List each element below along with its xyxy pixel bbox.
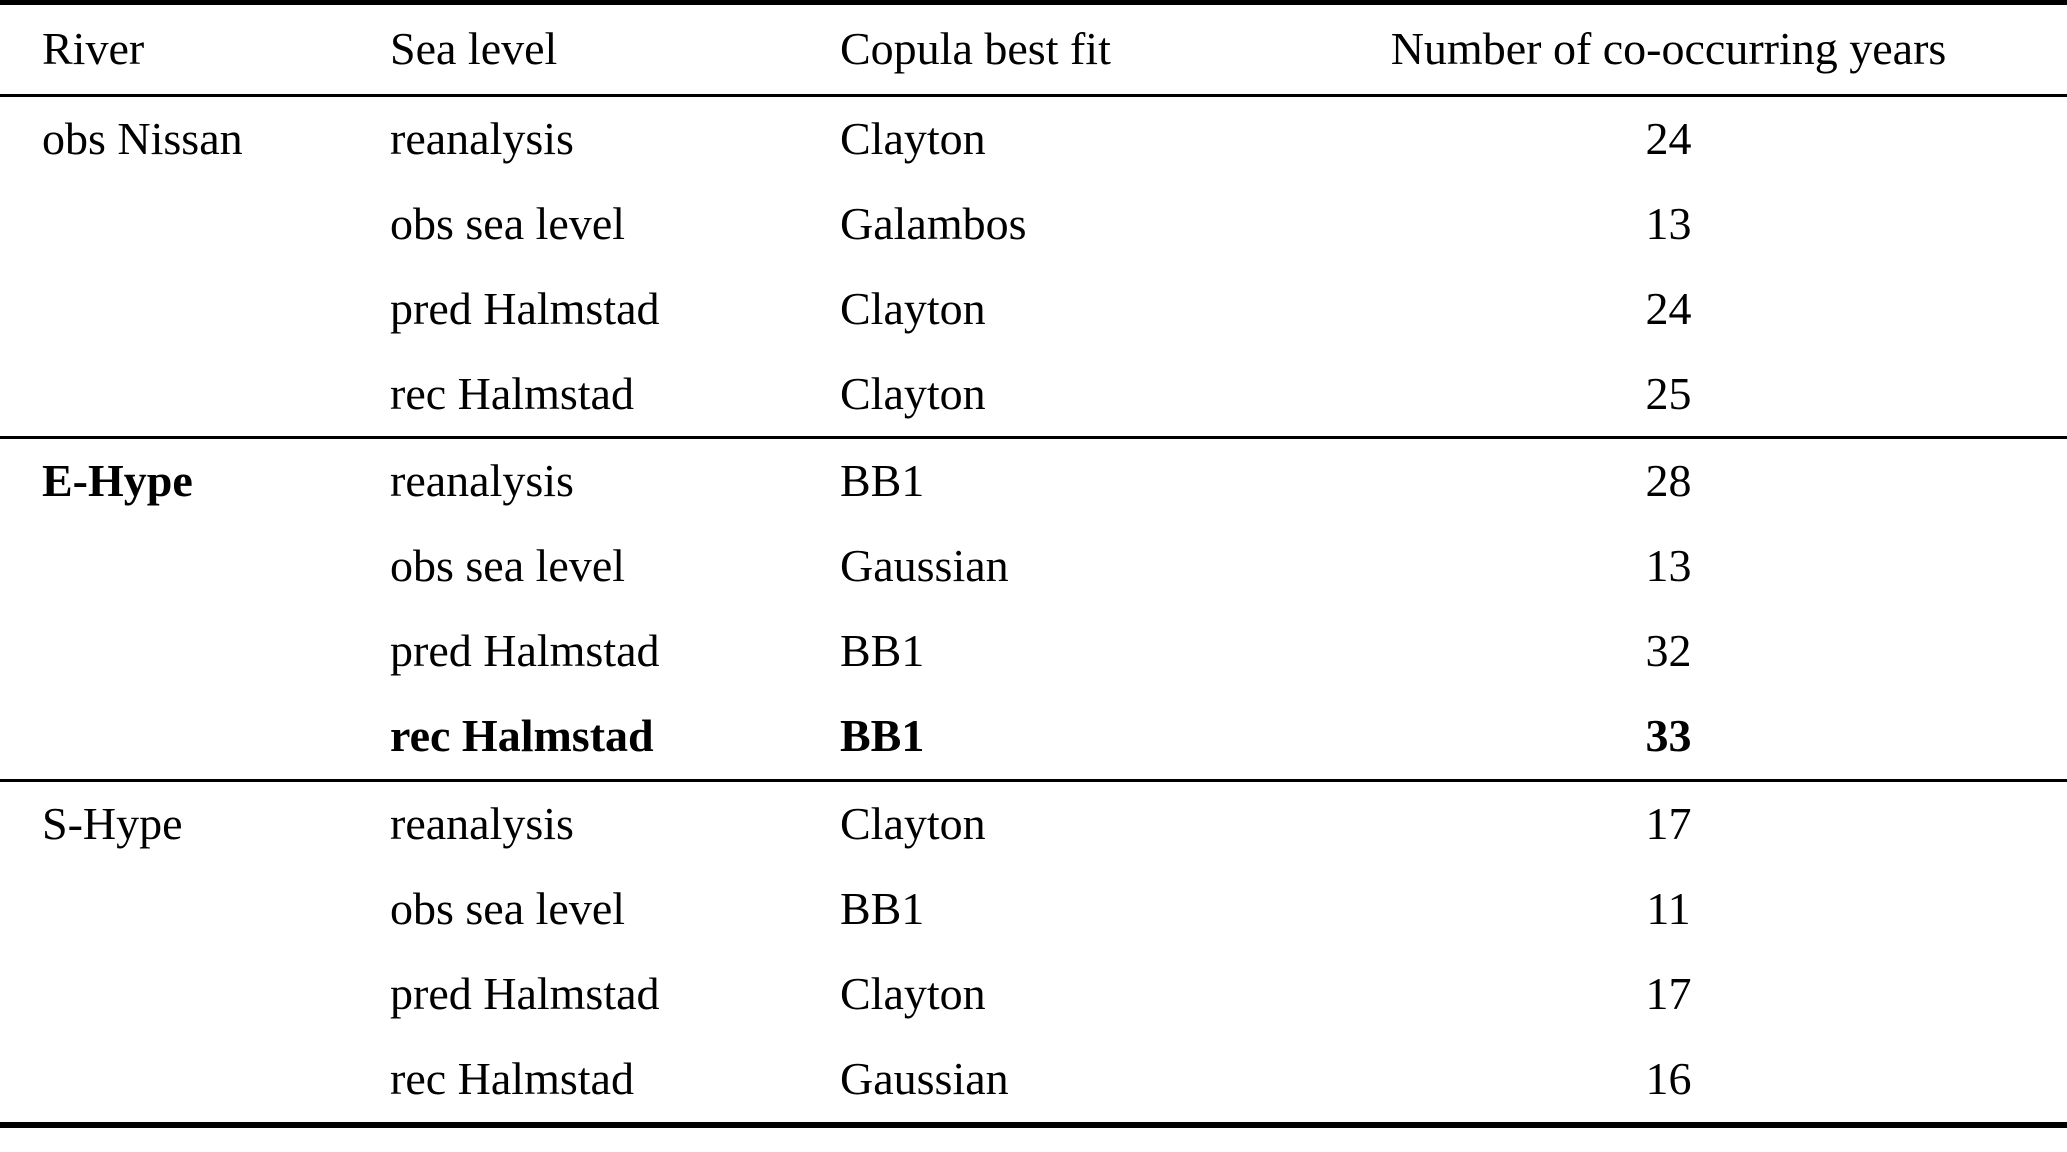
group-s-hype: S-Hype reanalysis Clayton 17 obs sea lev… <box>0 780 2067 1125</box>
sea-level-cell: obs sea level <box>390 540 626 592</box>
years-cell: 17 <box>1645 967 1692 1019</box>
table-row: obs sea level Gaussian 13 <box>0 524 2067 609</box>
column-header-years: Number of co-occurring years <box>1390 23 1947 74</box>
copula-cell: Clayton <box>840 282 986 334</box>
river-cell <box>0 609 390 694</box>
years-cell: 24 <box>1645 112 1692 164</box>
copula-cell: BB1 <box>840 882 925 934</box>
sea-level-cell: rec Halmstad <box>390 1052 634 1104</box>
years-cell: 16 <box>1645 1052 1692 1104</box>
sea-level-cell: pred Halmstad <box>390 625 660 677</box>
table-row: obs sea level BB1 11 <box>0 867 2067 952</box>
river-cell: S-Hype <box>42 798 183 850</box>
years-cell: 32 <box>1645 625 1692 677</box>
sea-level-cell: pred Halmstad <box>390 282 660 334</box>
sea-level-cell: reanalysis <box>390 112 574 164</box>
column-header-copula: Copula best fit <box>840 23 1111 74</box>
years-cell: 13 <box>1645 197 1692 249</box>
table-row: rec Halmstad Clayton 25 <box>0 352 2067 438</box>
river-cell: E-Hype <box>42 455 193 507</box>
column-header-river: River <box>42 23 145 74</box>
table-row: pred Halmstad Clayton 24 <box>0 267 2067 352</box>
years-cell: 24 <box>1645 282 1692 334</box>
column-header-sea-level: Sea level <box>390 23 558 74</box>
sea-level-cell: pred Halmstad <box>390 967 660 1019</box>
copula-cell: BB1 <box>840 625 925 677</box>
group-e-hype: E-Hype reanalysis BB1 28 obs sea level G… <box>0 437 2067 781</box>
sea-level-cell: obs sea level <box>390 197 626 249</box>
copula-best-fit-table: River Sea level Copula best fit Number o… <box>0 2 2067 1125</box>
copula-cell: Galambos <box>840 197 1027 249</box>
sea-level-cell: rec Halmstad <box>390 710 654 762</box>
sea-level-cell: rec Halmstad <box>390 367 634 419</box>
river-cell <box>0 694 390 780</box>
sea-level-cell: reanalysis <box>390 798 574 850</box>
sea-level-cell: reanalysis <box>390 455 574 507</box>
river-cell <box>0 267 390 352</box>
table-row: pred Halmstad BB1 32 <box>0 609 2067 694</box>
table-row: rec Halmstad Gaussian 16 <box>0 1037 2067 1125</box>
table-row: pred Halmstad Clayton 17 <box>0 952 2067 1037</box>
table-row: obs sea level Galambos 13 <box>0 182 2067 267</box>
years-cell: 11 <box>1646 882 1691 934</box>
copula-cell: BB1 <box>840 455 925 507</box>
sea-level-cell: obs sea level <box>390 882 626 934</box>
copula-cell: Clayton <box>840 367 986 419</box>
copula-cell: Clayton <box>840 112 986 164</box>
copula-cell: Clayton <box>840 798 986 850</box>
river-cell <box>0 352 390 438</box>
copula-cell: Gaussian <box>840 540 1009 592</box>
river-cell <box>0 952 390 1037</box>
river-cell <box>0 867 390 952</box>
years-cell: 25 <box>1645 367 1692 419</box>
table-row-highlighted: rec Halmstad BB1 33 <box>0 694 2067 780</box>
river-cell <box>0 182 390 267</box>
table-row: S-Hype reanalysis Clayton 17 <box>0 781 2067 867</box>
copula-cell: BB1 <box>840 710 925 762</box>
river-cell <box>0 1037 390 1125</box>
group-obs-nissan: obs Nissan reanalysis Clayton 24 obs sea… <box>0 95 2067 438</box>
table-row: obs Nissan reanalysis Clayton 24 <box>0 95 2067 181</box>
years-cell: 13 <box>1645 540 1692 592</box>
years-cell: 28 <box>1645 455 1692 507</box>
copula-cell: Gaussian <box>840 1052 1009 1104</box>
copula-cell: Clayton <box>840 967 986 1019</box>
years-cell: 17 <box>1645 798 1692 850</box>
years-cell: 33 <box>1645 710 1692 762</box>
table-row: E-Hype reanalysis BB1 28 <box>0 438 2067 524</box>
river-cell <box>0 524 390 609</box>
river-cell: obs Nissan <box>42 112 243 164</box>
header-row: River Sea level Copula best fit Number o… <box>0 2 2067 96</box>
